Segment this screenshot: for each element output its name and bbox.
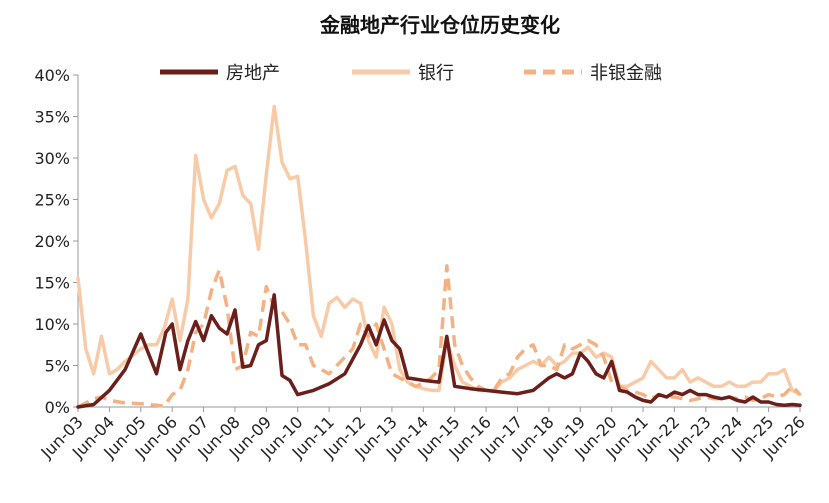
legend-label-3: 非银金融 (590, 63, 662, 84)
y-axis: 0% 5% 10% 15% 20% 25% 30% 35% 40% (34, 66, 79, 417)
y-tick-label: 20% (34, 232, 70, 251)
y-tick-label: 5% (45, 357, 70, 376)
series-line-1 (76, 293, 802, 409)
legend-label-1: 房地产 (226, 63, 280, 84)
y-tick-label: 40% (34, 66, 70, 85)
plot-area (76, 104, 802, 409)
y-tick-label: 0% (45, 398, 70, 417)
x-axis: Jun-03Jun-04Jun-05Jun-06Jun-07Jun-08Jun-… (37, 406, 809, 463)
y-tick-label: 10% (34, 315, 70, 334)
y-tick-label: 15% (34, 274, 70, 293)
legend: 房地产 银行 非银金融 (160, 63, 662, 84)
chart-title: 金融地产行业仓位历史变化 (319, 13, 560, 37)
y-tick-label: 25% (34, 191, 70, 210)
y-tick-label: 30% (34, 149, 70, 168)
y-tick-label: 35% (34, 108, 70, 127)
legend-label-2: 银行 (418, 63, 454, 84)
series-line-3 (77, 264, 802, 409)
